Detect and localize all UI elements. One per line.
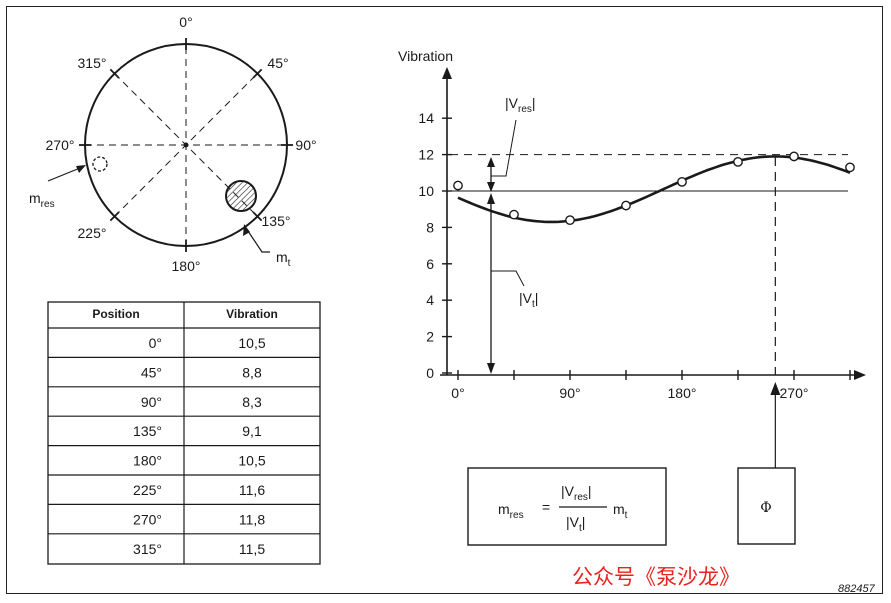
table-cell-position: 315° <box>133 541 162 557</box>
polar-angle-label: 225° <box>78 225 107 241</box>
formula-denominator: |Vt| <box>566 514 585 534</box>
trial-mass <box>225 180 257 212</box>
formula-rhs: mt <box>613 501 628 521</box>
polar-angle-label: 315° <box>78 55 107 71</box>
formula-lhs: mres <box>498 501 524 521</box>
polar-angle-label: 0° <box>179 14 192 30</box>
phase-arrowhead <box>770 382 781 395</box>
x-tick-label: 180° <box>668 385 697 401</box>
polar-tick <box>252 211 263 222</box>
m-res-label: mres <box>29 190 55 210</box>
y-tick-label: 12 <box>418 147 434 163</box>
vibration-table: Position Vibration 0° 10,5 45° 8,8 90° 8,3 135… <box>47 301 321 565</box>
table-row: 90° 8,3 <box>48 386 320 410</box>
table-row: 270° 11,8 <box>48 503 320 527</box>
table-header-vibration: Vibration <box>226 307 278 321</box>
table-cell-vibration: 11,8 <box>239 511 265 527</box>
polar-tick <box>109 68 120 79</box>
m-res-arrowhead <box>76 165 86 173</box>
table-cell-vibration: 8,3 <box>242 394 262 410</box>
data-point <box>509 209 519 220</box>
x-axis-arrow <box>854 370 866 380</box>
table-cell-vibration: 9,1 <box>242 423 262 439</box>
polar-angle-label: 45° <box>267 55 288 71</box>
y-ticks: 0 2 4 6 8 10 12 14 <box>418 110 452 381</box>
y-tick-label: 0 <box>426 365 434 381</box>
table-row: 225° 11,6 <box>48 474 320 498</box>
table-cell-vibration: 10,5 <box>238 453 265 469</box>
data-point <box>453 180 463 191</box>
formula-equals: = <box>542 499 550 515</box>
residual-mass <box>92 156 108 172</box>
x-tick-label: 0° <box>451 385 464 401</box>
polar-angle-label: 90° <box>295 137 316 153</box>
y-axis-title: Vibration <box>398 48 453 64</box>
x-tick-label: 90° <box>559 385 580 401</box>
table-cell-position: 225° <box>133 482 162 498</box>
table-row: 45° 8,8 <box>48 356 320 380</box>
table-row: 315° 11,5 <box>48 533 320 557</box>
figure-frame <box>6 6 883 594</box>
data-point <box>677 176 687 187</box>
phi-symbol: Φ <box>760 500 771 516</box>
table-cell-position: 90° <box>141 394 162 410</box>
table-cell-vibration: 11,6 <box>239 482 265 498</box>
formula-border <box>467 467 667 546</box>
data-points <box>453 151 855 226</box>
data-point <box>733 156 743 167</box>
v-res-dimension: |Vres| <box>487 95 536 192</box>
formula-numerator: |Vres| <box>561 483 592 503</box>
polar-diagram: 0° 45° 90° 135° 180° 225° 270° 315° mres mt <box>29 14 317 274</box>
m-t-label: mt <box>276 249 291 269</box>
table-cell-vibration: 11,5 <box>239 541 265 557</box>
table-cell-vibration: 10,5 <box>238 335 265 351</box>
rotor-center <box>183 142 189 148</box>
v-t-dimension: |Vt| <box>487 193 538 374</box>
x-ticks: 0° 90° 180° 270° <box>451 370 851 401</box>
table-row: 0° 10,5 <box>149 335 266 351</box>
polar-angle-label: 135° <box>262 213 291 229</box>
polar-angle-labels: 0° 45° 90° 135° 180° 225° 270° 315° <box>46 14 317 274</box>
v-res-label: |Vres| <box>505 95 536 115</box>
table-cell-position: 270° <box>133 511 162 527</box>
table-rows: 0° 10,5 45° 8,8 90° 8,3 135° 9,1 180° 10,5 225° 11,… <box>48 327 320 557</box>
m-t-pointer-line <box>245 227 270 253</box>
phi-border <box>737 467 796 545</box>
chart-reference-lines <box>450 154 848 192</box>
y-tick-label: 2 <box>426 329 434 345</box>
y-tick-label: 14 <box>418 110 434 126</box>
table-cell-position: 135° <box>133 423 162 439</box>
fitted-sine-curve <box>457 155 851 224</box>
data-point <box>565 215 575 226</box>
figure-code: 882457 <box>838 583 876 595</box>
x-tick-label: 270° <box>780 385 809 401</box>
polar-angle-label: 270° <box>46 137 75 153</box>
table-cell-position: 180° <box>133 453 162 469</box>
table-cell-vibration: 8,8 <box>242 364 262 380</box>
data-point <box>789 151 799 162</box>
table-header-position: Position <box>92 307 139 321</box>
y-tick-label: 6 <box>426 256 434 272</box>
y-tick-label: 8 <box>426 219 434 235</box>
watermark-text: 公众号《泵沙龙》 <box>572 565 740 589</box>
v-t-label: |Vt| <box>519 290 538 310</box>
data-point <box>845 162 855 173</box>
polar-angle-label: 180° <box>172 258 201 274</box>
polar-tick <box>252 68 263 79</box>
phi-box: Φ <box>737 467 796 545</box>
formula-box: mres = |Vres| |Vt| mt <box>467 467 667 546</box>
vibration-chart: Vibration 0 2 4 6 8 10 12 14 0° 90° 180° 270° |Vre… <box>398 48 866 468</box>
table-cell-position: 45° <box>141 364 162 380</box>
y-tick-label: 10 <box>418 183 434 199</box>
m-t-arrowhead <box>243 224 250 236</box>
y-tick-label: 4 <box>426 292 434 308</box>
y-axis-arrow <box>442 67 452 79</box>
m-res-pointer-line <box>47 167 81 182</box>
data-point <box>621 200 631 211</box>
table-row: 180° 10,5 <box>48 445 320 469</box>
polar-tick <box>109 211 120 222</box>
table-cell-position: 0° <box>149 335 162 351</box>
table-row: 135° 9,1 <box>48 415 320 439</box>
